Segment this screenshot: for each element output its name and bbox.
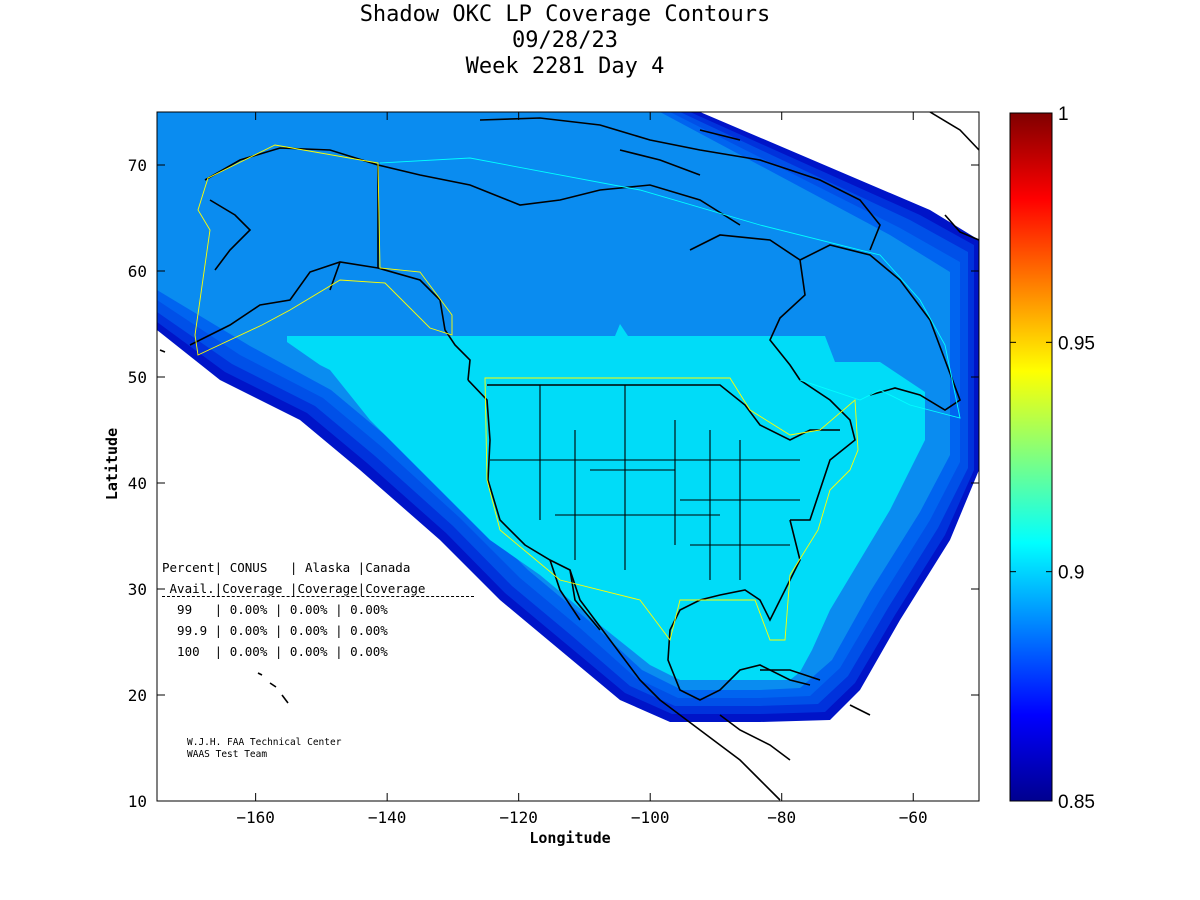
x-tick-label: −120 [499,808,538,827]
x-tick-label: −80 [767,808,796,827]
legend-header-1: Percent| CONUS | Alaska |Canada [162,560,411,575]
colorbar-ticks: 1 0.95 0.9 0.85 [1010,104,1095,813]
y-tick-label: 50 [128,368,147,387]
plot-frame [156,111,980,802]
colorbar [1009,112,1053,802]
y-axis-ticks: 10 20 30 40 50 60 70 [128,156,979,811]
map-title-line1: Shadow OKC LP Coverage Contours [359,2,771,27]
y-tick-label: 40 [128,474,147,493]
coverage-region-core [287,324,925,680]
colorbar-tick-label: 0.9 [1058,563,1084,584]
legend-row-99-9: 99.9 | 0.00% | 0.00% | 0.00% [162,623,388,638]
colorbar-tick-label: 0.95 [1058,333,1095,354]
canada-service-outline [379,157,961,419]
credit-line-2: WAAS Test Team [187,749,268,760]
map-title-date: 09/28/23 [512,28,618,53]
y-tick-label: 30 [128,580,147,599]
x-tick-label: −60 [899,808,928,827]
y-tick-label: 60 [128,262,147,281]
credit-line-1: W.J.H. FAA Technical Center [187,737,342,748]
x-tick-label: −140 [368,808,407,827]
y-axis-label: Latitude [103,427,121,501]
y-tick-label: 10 [128,792,147,811]
colorbar-tick-label: 0.85 [1058,792,1095,813]
y-tick-label: 20 [128,686,147,705]
legend-header-2: Avail.|Coverage |Coverage|Coverage [162,581,474,597]
x-axis-ticks: −160 −140 −120 −100 −80 −60 [236,112,928,827]
colorbar-tick-label: 1 [1058,104,1069,125]
service-volume-outlines [194,144,859,642]
x-tick-label: −100 [631,808,670,827]
legend-row-99: 99 | 0.00% | 0.00% | 0.00% [162,602,388,617]
map-title-week: Week 2281 Day 4 [465,54,665,79]
coastline-outlines [159,112,979,801]
y-tick-label: 70 [128,156,147,175]
x-tick-label: −160 [236,808,275,827]
state-boundaries [490,385,800,580]
legend-row-100: 100 | 0.00% | 0.00% | 0.00% [162,644,388,659]
x-axis-label: Longitude [529,829,611,847]
